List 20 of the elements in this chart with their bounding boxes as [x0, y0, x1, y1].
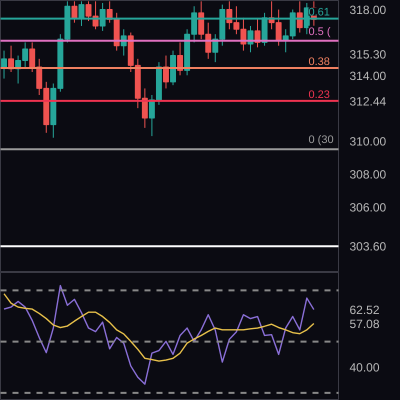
annotation: 0.38	[308, 56, 330, 68]
annotation: 0.5 (	[308, 26, 331, 38]
y-tick-label: 314.00	[350, 68, 387, 83]
y-tick-label: 308.00	[350, 167, 387, 182]
y-tick-label: 62.52	[350, 303, 380, 318]
y-tick-label: 306.00	[350, 200, 387, 214]
y-tick-label: 318.00	[350, 3, 387, 18]
y-tick-label: 315.30	[350, 47, 387, 62]
y-tick-label: 303.60	[350, 240, 387, 254]
y-tick-label: 40.00	[350, 360, 380, 375]
y-tick-label: 310.00	[350, 134, 387, 149]
line-series	[3, 284, 315, 385]
annotation: 0 (30	[308, 134, 334, 146]
annotation: 0.23	[308, 88, 330, 101]
y-tick-label: 57.08	[350, 316, 380, 331]
candlestick	[71, 0, 78, 24]
y-tick-label: 312.44	[350, 94, 387, 108]
annotation: 0.61	[308, 6, 330, 19]
candlestick	[1, 50, 7, 80]
line-series	[3, 293, 315, 362]
